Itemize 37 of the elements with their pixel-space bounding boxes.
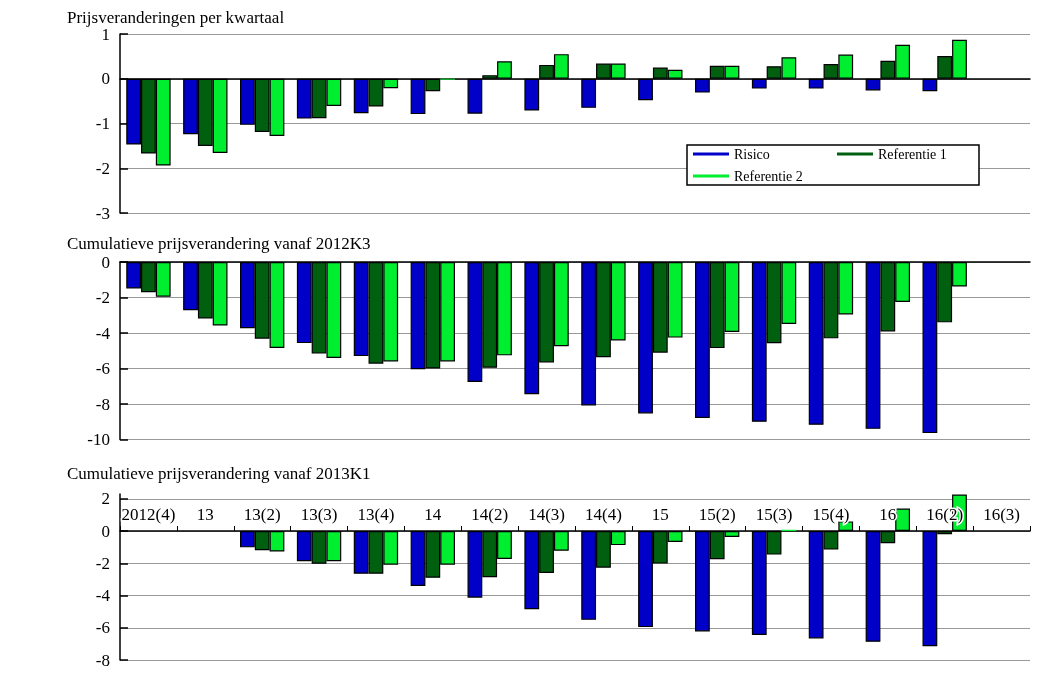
legend-label: Referentie 1 <box>878 146 947 162</box>
x-tick-label: 14 <box>424 505 442 525</box>
x-tick-label: 14(4) <box>585 505 622 525</box>
x-tick-label: 13(2) <box>243 505 281 525</box>
x-tick-label: 15(4) <box>812 505 850 525</box>
y-tick-label: -10 <box>87 430 110 449</box>
y-tick-label: -2 <box>95 158 110 178</box>
chart-title: Cumulatieve prijsverandering vanaf 2013K1 <box>67 464 371 483</box>
chart-title: Prijsveranderingen per kwartaal <box>67 8 285 27</box>
y-tick-label: -2 <box>95 553 110 573</box>
y-tick-label: -6 <box>95 618 110 638</box>
legend-label: Risico <box>734 146 770 162</box>
x-tick-label: 15(3) <box>755 505 793 525</box>
y-tick-label: -1 <box>95 114 110 133</box>
x-tick-label: 14(2) <box>471 505 509 525</box>
x-tick-label: 15(2) <box>698 505 736 525</box>
y-tick-label: -8 <box>95 394 110 414</box>
y-tick-label: 0 <box>101 69 110 89</box>
y-tick-label: 2 <box>101 489 110 509</box>
x-tick-label: 2012(4) <box>121 505 176 525</box>
x-tick-label: 14(3) <box>528 505 565 525</box>
x-tick-label: 15 <box>651 505 669 525</box>
x-tick-label: 16(3) <box>983 505 1020 525</box>
y-tick-label: -8 <box>95 650 110 670</box>
y-tick-label: 1 <box>101 24 110 44</box>
y-tick-label: 0 <box>101 252 110 272</box>
y-tick-label: -2 <box>95 288 110 307</box>
x-tick-label: 13(3) <box>300 505 338 525</box>
y-tick-label: -4 <box>95 586 111 606</box>
y-tick-label: -6 <box>95 359 110 378</box>
y-tick-label: -4 <box>95 323 111 343</box>
x-tick-label: 13 <box>196 505 214 525</box>
y-tick-label: 0 <box>101 521 110 541</box>
y-tick-label: -3 <box>95 203 110 223</box>
chart-title: Cumulatieve prijsverandering vanaf 2012K3 <box>67 234 371 253</box>
legend-label: Referentie 2 <box>734 168 803 184</box>
x-tick-label: 13(4) <box>357 505 395 525</box>
